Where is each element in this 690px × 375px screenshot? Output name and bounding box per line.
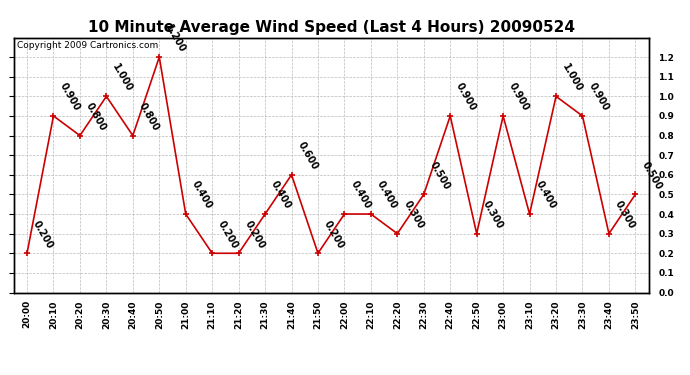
Text: 0.200: 0.200 (322, 219, 346, 251)
Text: 0.200: 0.200 (243, 219, 266, 251)
Text: 0.500: 0.500 (428, 160, 452, 192)
Text: 0.400: 0.400 (348, 180, 373, 211)
Text: 1.000: 1.000 (110, 62, 135, 93)
Text: 0.300: 0.300 (402, 199, 425, 231)
Text: 1.000: 1.000 (560, 62, 584, 93)
Text: 0.400: 0.400 (190, 180, 214, 211)
Text: 0.900: 0.900 (454, 81, 478, 113)
Text: 0.900: 0.900 (586, 81, 611, 113)
Text: 0.400: 0.400 (269, 180, 293, 211)
Text: 0.300: 0.300 (613, 199, 637, 231)
Text: 0.800: 0.800 (137, 101, 161, 133)
Title: 10 Minute Average Wind Speed (Last 4 Hours) 20090524: 10 Minute Average Wind Speed (Last 4 Hou… (88, 20, 575, 35)
Text: Copyright 2009 Cartronics.com: Copyright 2009 Cartronics.com (17, 41, 158, 50)
Text: 0.900: 0.900 (57, 81, 81, 113)
Text: 0.800: 0.800 (84, 101, 108, 133)
Text: 0.200: 0.200 (216, 219, 240, 251)
Text: 0.500: 0.500 (640, 160, 663, 192)
Text: 0.600: 0.600 (295, 140, 319, 172)
Text: 0.200: 0.200 (31, 219, 55, 251)
Text: 0.400: 0.400 (375, 180, 399, 211)
Text: 0.900: 0.900 (507, 81, 531, 113)
Text: 1.200: 1.200 (164, 22, 187, 54)
Text: 0.300: 0.300 (481, 199, 504, 231)
Text: 0.400: 0.400 (533, 180, 558, 211)
